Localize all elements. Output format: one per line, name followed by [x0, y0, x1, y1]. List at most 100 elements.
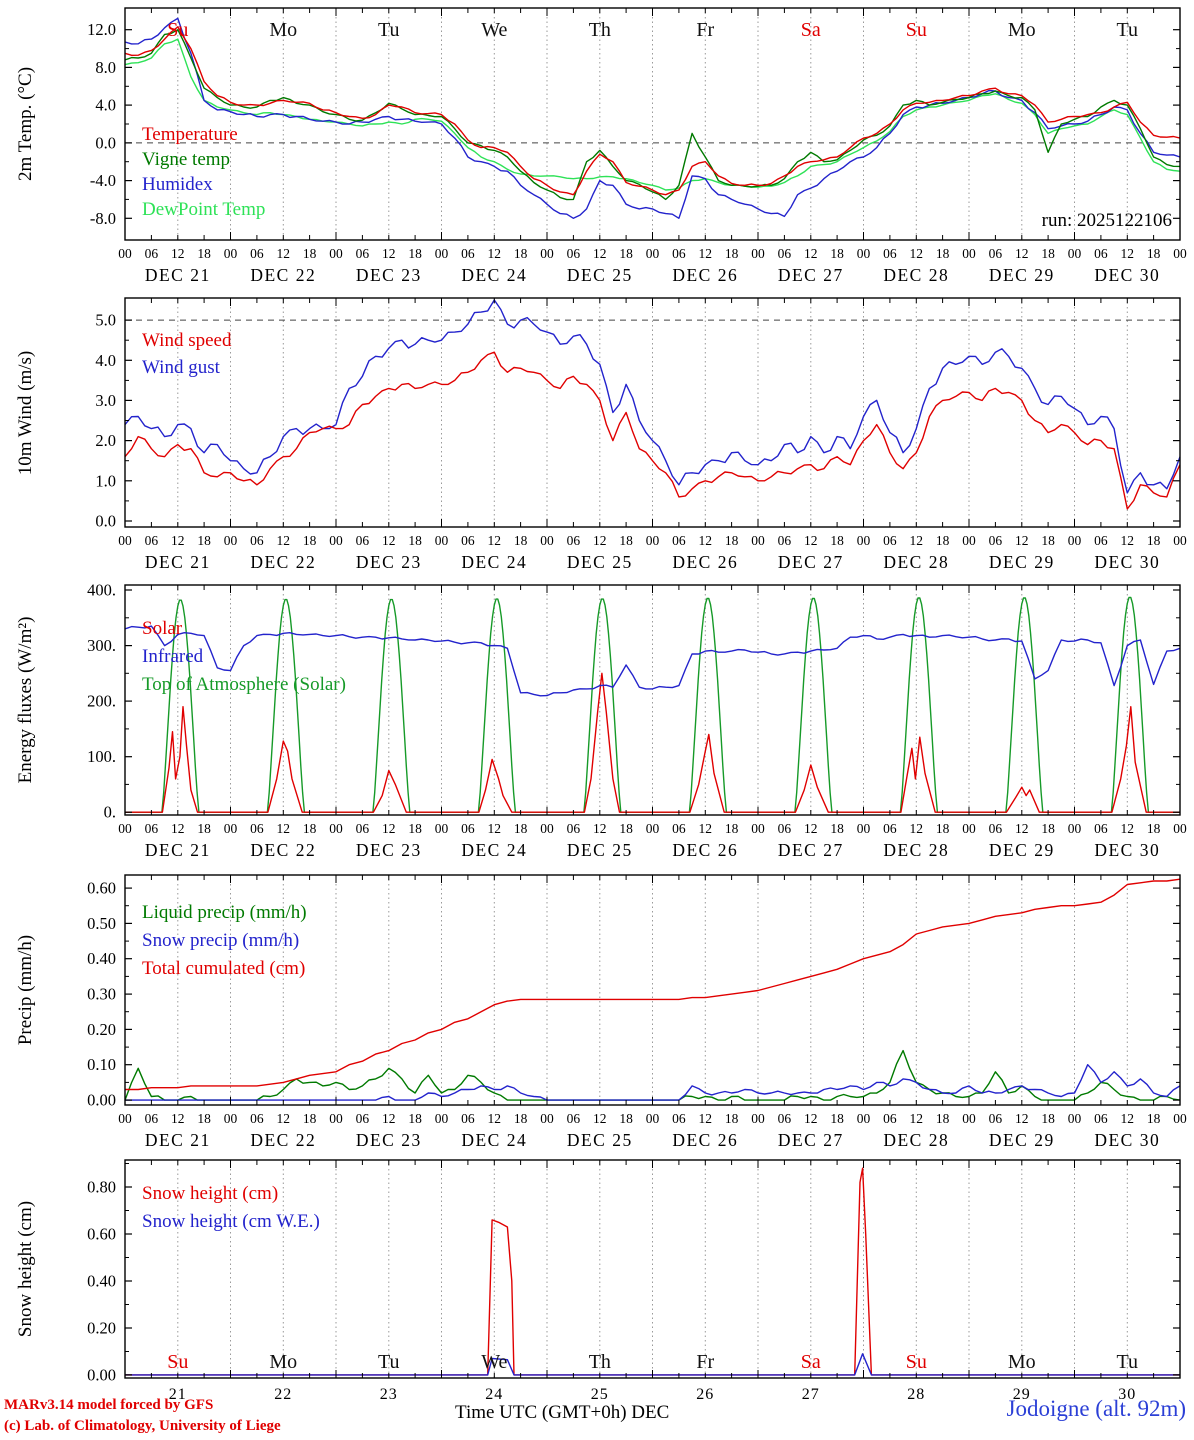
hour-label: 06: [883, 1111, 897, 1126]
hour-label: 18: [303, 533, 317, 548]
hour-label: 18: [725, 821, 739, 836]
date-label: DEC 22: [250, 840, 316, 860]
hour-label: 18: [619, 533, 633, 548]
day-of-week-top: Fr: [696, 19, 714, 41]
hour-label: 12: [804, 821, 818, 836]
date-label: DEC 28: [883, 840, 949, 860]
day-of-week-top: Th: [589, 19, 611, 41]
hour-label: 00: [646, 246, 660, 261]
legend-wind-gust: Wind gust: [142, 357, 220, 378]
legend-temperature: Temperature: [142, 124, 238, 145]
footer-model-line: MARv3.14 model forced by GFS: [4, 1397, 214, 1413]
y-tick-label: 0.60: [87, 879, 116, 898]
date-label: DEC 27: [778, 840, 844, 860]
series-wind-speed: [124, 351, 1181, 510]
hour-label: 12: [910, 246, 924, 261]
hour-label: 00: [118, 533, 132, 548]
hour-label: 12: [488, 533, 502, 548]
hour-label: 00: [540, 1111, 554, 1126]
date-label: DEC 29: [989, 1130, 1055, 1150]
hour-label: 06: [567, 1111, 581, 1126]
hour-label: 06: [778, 246, 792, 261]
y-tick-label: 0.60: [87, 1225, 116, 1244]
day-number-label: 29: [1013, 1386, 1031, 1403]
day-of-week-top: Su: [906, 19, 927, 41]
hour-label: 06: [461, 533, 475, 548]
hour-label: 06: [989, 1111, 1003, 1126]
hour-label: 00: [540, 246, 554, 261]
date-label: DEC 22: [250, 1130, 316, 1150]
legend-total-cumulated: Total cumulated (cm): [142, 958, 306, 979]
hour-label: 12: [1015, 246, 1029, 261]
day-of-week-bottom: Th: [589, 1351, 611, 1373]
date-label: DEC 25: [567, 1130, 633, 1150]
date-label: DEC 27: [778, 265, 844, 285]
y-tick-label: 3.0: [95, 391, 116, 410]
y-tick-label: 4.0: [95, 96, 116, 115]
hour-label: 00: [1173, 533, 1187, 548]
hour-label: 12: [804, 533, 818, 548]
hour-label: 00: [751, 533, 765, 548]
date-label: DEC 30: [1094, 1130, 1160, 1150]
day-number-label: 23: [380, 1386, 398, 1403]
y-axis-title-snow: Snow height (cm): [15, 1200, 36, 1338]
y-tick-label: 0.0: [95, 512, 116, 531]
run-label: run: 2025122106: [1041, 210, 1172, 231]
hour-label: 12: [171, 246, 185, 261]
x-axis-title: Time UTC (GMT+0h) DEC: [455, 1402, 670, 1423]
hour-label: 06: [145, 246, 159, 261]
hour-label: 12: [1121, 533, 1135, 548]
legend-snow-precip: Snow precip (mm/h): [142, 930, 300, 951]
day-of-week-top: Su: [167, 19, 188, 41]
hour-label: 06: [145, 1111, 159, 1126]
hour-label: 18: [830, 821, 844, 836]
hour-label: 12: [488, 246, 502, 261]
hour-label: 12: [1015, 1111, 1029, 1126]
hour-label: 00: [857, 533, 871, 548]
y-tick-label: 0.: [104, 803, 116, 822]
hour-label: 18: [303, 1111, 317, 1126]
hour-label: 06: [250, 533, 264, 548]
hour-label: 12: [171, 821, 185, 836]
hour-label: 00: [224, 533, 238, 548]
hour-label: 06: [883, 533, 897, 548]
date-label: DEC 26: [672, 552, 738, 572]
date-label: DEC 24: [461, 840, 527, 860]
hour-label: 00: [435, 1111, 449, 1126]
hour-label: 06: [1094, 533, 1108, 548]
y-tick-label: 100.: [87, 747, 116, 766]
hour-label: 12: [277, 1111, 291, 1126]
hour-label: 00: [540, 533, 554, 548]
legend-snow-height-we: Snow height (cm W.E.): [142, 1211, 320, 1232]
hour-label: 00: [540, 821, 554, 836]
y-tick-label: 0.50: [87, 914, 116, 933]
y-axis-title-precip: Precip (mm/h): [15, 934, 36, 1046]
hour-label: 00: [329, 246, 343, 261]
hour-label: 12: [910, 533, 924, 548]
day-of-week-bottom: Fr: [696, 1351, 714, 1373]
date-label: DEC 29: [989, 265, 1055, 285]
date-label: DEC 23: [356, 552, 422, 572]
hour-label: 12: [171, 533, 185, 548]
hour-label: 06: [461, 1111, 475, 1126]
hour-label: 18: [830, 533, 844, 548]
plot-border: [124, 584, 1181, 816]
date-label: DEC 23: [356, 265, 422, 285]
hour-label: 06: [1094, 1111, 1108, 1126]
y-tick-label: 0.20: [87, 1020, 116, 1039]
hour-label: 12: [593, 1111, 607, 1126]
hour-label: 18: [830, 1111, 844, 1126]
series-snow-height-w-e: [125, 1353, 1180, 1376]
hour-label: 00: [1173, 1111, 1187, 1126]
date-label: DEC 28: [883, 552, 949, 572]
hour-label: 06: [461, 821, 475, 836]
hour-label: 00: [435, 533, 449, 548]
location-label: Jodoigne (alt. 92m): [1006, 1396, 1187, 1421]
hour-label: 12: [699, 821, 713, 836]
hour-label: 00: [857, 246, 871, 261]
y-tick-label: -4.0: [90, 171, 116, 190]
hour-label: 18: [1041, 246, 1055, 261]
date-label: DEC 30: [1094, 840, 1160, 860]
